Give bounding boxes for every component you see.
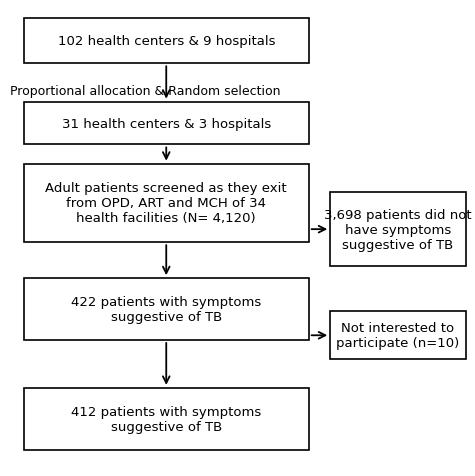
Text: Not interested to
participate (n=10): Not interested to participate (n=10) <box>336 322 459 349</box>
FancyBboxPatch shape <box>330 312 466 359</box>
Text: 102 health centers & 9 hospitals: 102 health centers & 9 hospitals <box>57 35 275 48</box>
FancyBboxPatch shape <box>24 164 309 243</box>
Text: Adult patients screened as they exit
from OPD, ART and MCH of 34
health faciliti: Adult patients screened as they exit fro… <box>46 182 287 225</box>
FancyBboxPatch shape <box>24 102 309 145</box>
FancyBboxPatch shape <box>24 278 309 340</box>
FancyBboxPatch shape <box>24 388 309 450</box>
FancyBboxPatch shape <box>330 193 466 267</box>
FancyBboxPatch shape <box>24 19 309 64</box>
Text: Proportional allocation & Random selection: Proportional allocation & Random selecti… <box>10 85 280 98</box>
Text: 31 health centers & 3 hospitals: 31 health centers & 3 hospitals <box>62 117 271 130</box>
Text: 412 patients with symptoms
suggestive of TB: 412 patients with symptoms suggestive of… <box>71 405 261 433</box>
Text: 3,698 patients did not
have symptoms
suggestive of TB: 3,698 patients did not have symptoms sug… <box>324 208 472 251</box>
Text: 422 patients with symptoms
suggestive of TB: 422 patients with symptoms suggestive of… <box>71 296 261 323</box>
